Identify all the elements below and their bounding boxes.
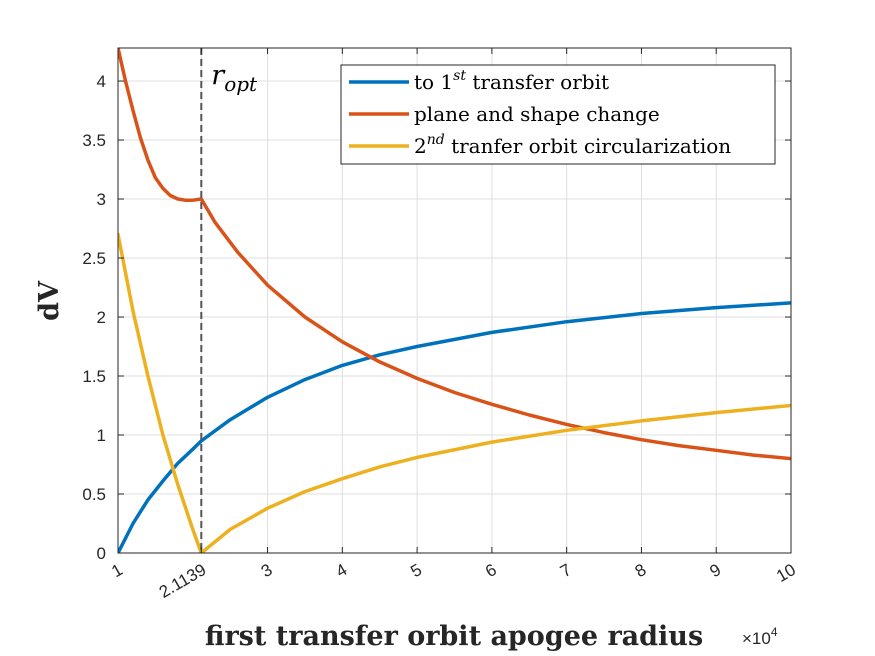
legend: to 1st transfer orbit plane and shape cha… (340, 64, 776, 165)
series-line-1 (118, 301, 791, 553)
y-tick-label: 1.5 (82, 367, 106, 386)
y-tick-label: 2.5 (82, 249, 106, 268)
plot-frame (117, 47, 792, 554)
y-tick-label: 3 (97, 190, 106, 209)
axis-ticks (117, 48, 792, 554)
legend-entry-text: to 1 (414, 70, 453, 94)
y-tick-label: 1 (97, 426, 106, 445)
ropt-label-main: r (211, 60, 226, 91)
legend-entry-suffix: transfer orbit (466, 70, 609, 94)
legend-entry-text: 2 (414, 134, 427, 158)
series-line-2 (118, 48, 791, 461)
series-lines (118, 48, 791, 553)
y-tick-label: 0.5 (82, 485, 106, 504)
ropt-label-sub: opt (224, 72, 258, 96)
legend-entry-sup: nd (427, 132, 445, 148)
series-line-3 (118, 232, 791, 553)
legend-entry-suffix: tranfer orbit circularization (445, 134, 732, 158)
y-tick-label: 0 (97, 544, 106, 563)
y-tick-label: 2 (97, 308, 106, 327)
x-multiplier: ×104 (742, 625, 778, 648)
ropt-label: ropt (211, 60, 258, 96)
legend-entry-text: plane and shape change (414, 102, 660, 126)
legend-entry-3: 2nd tranfer orbit circularization (414, 132, 731, 158)
legend-entry-sup: st (453, 68, 466, 84)
x-multiplier-exp: 4 (771, 625, 778, 639)
y-tick-label: 4 (97, 72, 106, 91)
y-axis-title: dV (34, 280, 65, 321)
ropt-annotation: ropt (200, 48, 258, 553)
legend-entry-1: to 1st transfer orbit (414, 68, 609, 94)
x-multiplier-base: ×10 (742, 629, 771, 648)
x-axis-title: first transfer orbit apogee radius (205, 621, 703, 652)
y-tick-label: 3.5 (82, 131, 106, 150)
legend-entry-2: plane and shape change (414, 102, 660, 126)
y-tick-labels: 0 0.5 1 1.5 2 2.5 3 3.5 4 (82, 72, 106, 563)
legend-box (340, 64, 776, 165)
series-group (118, 48, 791, 553)
